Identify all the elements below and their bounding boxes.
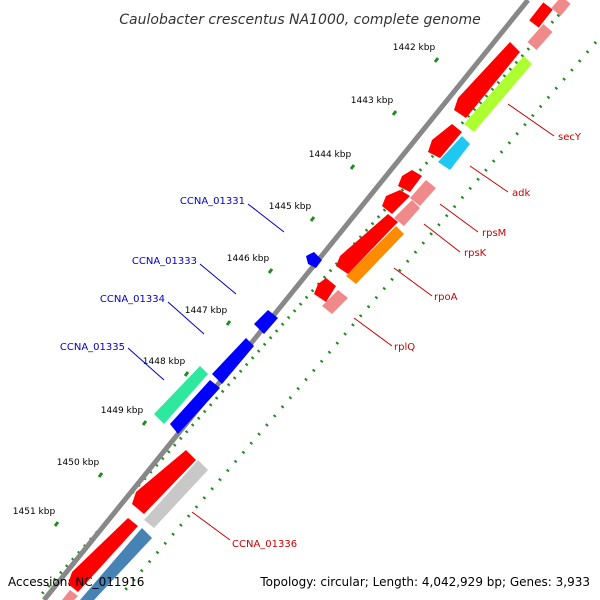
label-rplQ: rplQ: [394, 342, 415, 353]
cds-CCNA-01331: [306, 252, 322, 268]
cds-CCNA-01333: [254, 310, 278, 334]
major-ticks: [53, 57, 440, 527]
cds-rplQ: [322, 290, 348, 314]
label-CCNA-01333: CCNA_01333: [132, 256, 197, 267]
kbp-label: 1448 kbp: [143, 357, 186, 367]
major-tick: [433, 57, 440, 63]
footer-summary: Topology: circular; Length: 4,042,929 bp…: [259, 575, 590, 589]
cds-red-long: [454, 42, 520, 118]
kbp-label: 1445 kbp: [269, 202, 312, 212]
cds-red-long-2: [336, 214, 398, 274]
labels-left: CCNA_01331 CCNA_01333 CCNA_01334 CCNA_01…: [60, 196, 285, 381]
kbp-label: 1442 kbp: [393, 43, 436, 53]
cds-adk: [438, 136, 470, 170]
map-title: Caulobacter crescentus NA1000, complete …: [119, 12, 480, 28]
major-tick: [391, 110, 398, 116]
leader-CCNA-01336: [191, 511, 231, 541]
genome-backbone: [42, 0, 530, 600]
leader-rplQ: [353, 317, 393, 347]
features-reverse: [154, 252, 322, 434]
major-tick: [349, 164, 356, 170]
label-CCNA-01335: CCNA_01335: [60, 342, 125, 353]
kbp-label: 1447 kbp: [185, 306, 228, 316]
kbp-label: 1444 kbp: [309, 150, 352, 160]
cds-red-bottom: [68, 518, 138, 592]
kbp-label: 1450 kbp: [57, 458, 100, 468]
cds-pink-bottom: [62, 590, 78, 600]
major-tick: [309, 216, 316, 222]
kbp-label: 1443 kbp: [351, 96, 394, 106]
footer-accession: Accession: NC_011916: [8, 575, 144, 589]
major-tick: [53, 521, 60, 527]
cds-rpsM: [410, 180, 436, 206]
cds-steelblue-bottom: [80, 528, 152, 600]
cds-top-1: [529, 2, 553, 28]
cds-blue-long: [170, 380, 220, 434]
cds-red-small-3: [382, 190, 410, 214]
leader-adk: [469, 165, 509, 193]
cds-red-small-2: [398, 170, 422, 192]
leader-CCNA-01335: [127, 347, 165, 381]
cds-CCNA-01335: [154, 366, 208, 424]
label-rpsK: rpsK: [464, 248, 487, 259]
leader-CCNA-01331: [247, 203, 285, 233]
kbp-label: 1446 kbp: [227, 254, 270, 264]
cds-secY: [464, 56, 532, 132]
cds-rpoA: [346, 226, 404, 284]
label-CCNA-01331: CCNA_01331: [180, 196, 245, 207]
label-secY: secY: [558, 132, 582, 143]
major-tick: [267, 268, 274, 274]
leader-CCNA-01334: [167, 301, 205, 335]
cds-CCNA-01336: [144, 460, 208, 528]
label-rpsM: rpsM: [482, 228, 506, 239]
cds-CCNA-01334: [212, 338, 254, 384]
cds-red-long-3: [132, 450, 196, 514]
label-rpoA: rpoA: [434, 292, 458, 303]
kbp-labels: 1442 kbp 1443 kbp 1444 kbp 1445 kbp 1446 kbp…: [13, 43, 436, 517]
leader-rpsK: [423, 223, 461, 253]
cds-red-small-4: [314, 278, 336, 302]
leader-secY: [507, 103, 555, 137]
leader-rpsM: [439, 203, 479, 233]
leader-rpoA: [393, 267, 433, 297]
labels-right: secY adk rpsM rpsK rpoA rplQ CCNA_01336: [191, 103, 582, 550]
features-forward: [62, 0, 571, 600]
tick-track-inner: [118, 41, 598, 597]
cds-red-small-1: [428, 124, 462, 158]
leader-CCNA-01333: [199, 263, 237, 295]
kbp-label: 1449 kbp: [101, 406, 144, 416]
major-tick: [141, 420, 148, 426]
label-CCNA-01336: CCNA_01336: [232, 539, 297, 550]
cds-rpsK: [394, 200, 420, 226]
major-tick: [97, 472, 104, 478]
kbp-label: 1451 kbp: [13, 507, 56, 517]
label-CCNA-01334: CCNA_01334: [100, 294, 165, 305]
cds-top-3: [527, 24, 553, 50]
label-adk: adk: [512, 188, 530, 199]
cds-top-2: [551, 0, 571, 16]
major-tick: [183, 371, 190, 377]
major-tick: [225, 320, 232, 326]
